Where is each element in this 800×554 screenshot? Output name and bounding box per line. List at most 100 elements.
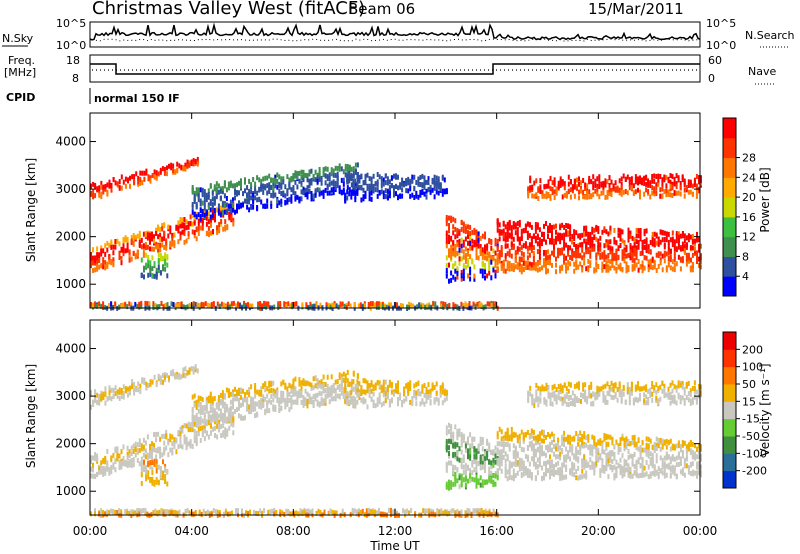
data-cell xyxy=(362,399,365,405)
data-cell xyxy=(155,382,158,388)
data-cell xyxy=(322,193,325,199)
data-cell xyxy=(407,383,410,389)
data-cell xyxy=(677,238,680,244)
data-cell xyxy=(139,389,142,395)
data-cell xyxy=(320,180,323,186)
data-cell xyxy=(324,173,327,179)
data-cell xyxy=(147,462,150,468)
data-cell xyxy=(520,472,523,478)
data-cell xyxy=(229,415,232,421)
data-cell xyxy=(639,175,641,181)
data-cell xyxy=(561,467,564,473)
data-cell xyxy=(203,428,206,434)
data-cell xyxy=(214,215,216,221)
data-cell xyxy=(122,391,125,396)
data-cell xyxy=(305,302,308,308)
data-cell xyxy=(647,264,650,270)
data-cell xyxy=(199,208,202,214)
data-cell xyxy=(496,431,499,437)
data-cell xyxy=(423,401,426,407)
data-cell xyxy=(643,228,646,234)
data-cell xyxy=(124,248,127,254)
data-cell xyxy=(380,183,383,189)
data-cell xyxy=(492,255,495,261)
data-cell xyxy=(308,381,311,387)
data-cell xyxy=(496,253,499,259)
data-cell xyxy=(462,303,465,308)
data-cell xyxy=(216,225,219,231)
data-cell xyxy=(663,189,666,195)
data-cell xyxy=(90,389,92,395)
data-cell xyxy=(358,391,361,397)
data-cell xyxy=(534,452,537,458)
data-cell xyxy=(518,264,521,269)
data-cell xyxy=(218,427,221,433)
data-cell xyxy=(288,382,291,388)
data-cell xyxy=(460,461,463,467)
data-cell xyxy=(375,301,378,307)
data-cell xyxy=(380,402,383,408)
data-cell xyxy=(124,301,127,307)
data-cell xyxy=(488,265,491,271)
data-cell xyxy=(226,431,229,437)
data-cell xyxy=(534,266,537,272)
data-cell xyxy=(661,237,664,243)
data-cell xyxy=(157,431,160,437)
data-cell xyxy=(138,461,141,467)
data-cell xyxy=(306,403,309,409)
data-cell xyxy=(254,406,257,412)
data-cell xyxy=(531,184,534,190)
data-cell xyxy=(182,166,185,172)
data-cell xyxy=(593,267,596,273)
data-cell xyxy=(149,246,151,252)
data-cell xyxy=(421,384,424,390)
data-cell xyxy=(256,197,259,203)
data-cell xyxy=(596,191,599,197)
data-cell xyxy=(502,265,505,271)
data-cell xyxy=(541,447,543,453)
data-cell xyxy=(667,243,670,249)
data-cell xyxy=(582,194,585,200)
data-cell xyxy=(579,430,582,436)
data-cell xyxy=(228,425,231,431)
data-cell xyxy=(595,442,598,448)
data-cell xyxy=(514,459,517,465)
data-cell xyxy=(106,464,109,470)
data-cell xyxy=(454,477,457,483)
data-cell xyxy=(324,388,327,394)
data-cell xyxy=(448,451,450,456)
data-cell xyxy=(553,181,556,187)
data-cell xyxy=(575,265,578,271)
data-cell xyxy=(201,425,204,431)
data-cell xyxy=(488,442,491,448)
data-cell xyxy=(296,194,299,200)
data-cell xyxy=(462,434,465,440)
data-cell xyxy=(573,261,576,267)
data-cell xyxy=(306,380,309,386)
data-cell xyxy=(467,454,469,460)
data-cell xyxy=(520,264,523,270)
data-cell xyxy=(506,251,509,257)
data-cell xyxy=(667,262,670,268)
data-cell xyxy=(471,462,474,468)
data-cell xyxy=(454,424,457,430)
data-cell xyxy=(464,228,467,234)
data-cell xyxy=(524,470,527,476)
data-cell xyxy=(512,476,515,482)
data-cell xyxy=(427,382,430,388)
data-cell xyxy=(256,175,259,181)
data-cell xyxy=(618,178,621,184)
nave-label: Nave xyxy=(748,65,776,78)
data-cell xyxy=(283,301,286,307)
data-cell xyxy=(681,256,684,262)
data-cell xyxy=(594,183,597,188)
data-cell xyxy=(565,191,568,196)
data-cell xyxy=(599,235,602,241)
data-cell xyxy=(614,180,617,186)
data-cell xyxy=(651,235,654,241)
data-cell xyxy=(567,181,570,187)
data-cell xyxy=(460,449,463,455)
data-cell xyxy=(324,393,327,399)
data-cell xyxy=(617,254,620,260)
data-cell xyxy=(147,263,150,269)
